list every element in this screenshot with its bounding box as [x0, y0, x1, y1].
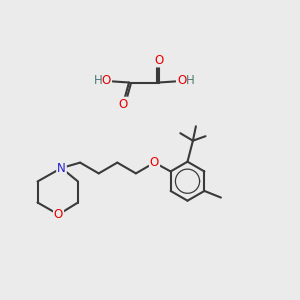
Text: O: O	[177, 74, 186, 88]
Text: O: O	[118, 98, 127, 111]
Text: H: H	[185, 74, 194, 88]
Text: N: N	[57, 161, 66, 175]
Text: O: O	[150, 156, 159, 169]
Text: O: O	[102, 74, 111, 88]
Text: O: O	[54, 208, 63, 221]
Text: O: O	[154, 53, 164, 67]
Text: H: H	[94, 74, 103, 88]
